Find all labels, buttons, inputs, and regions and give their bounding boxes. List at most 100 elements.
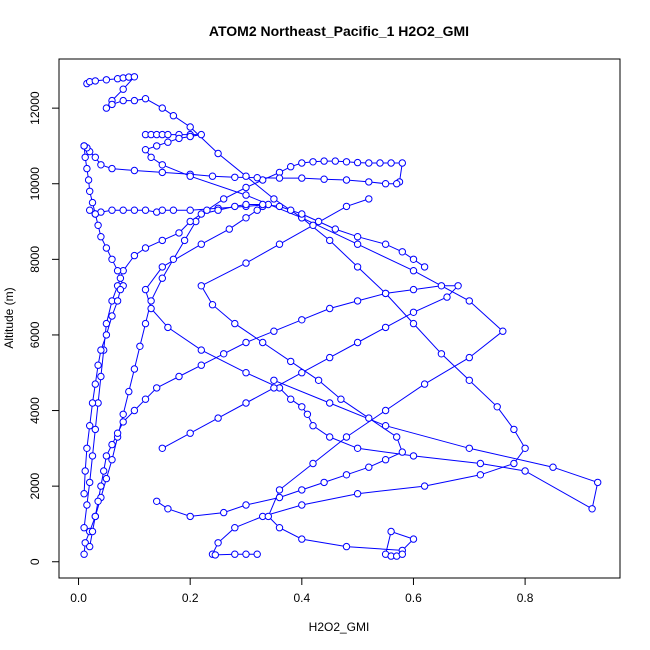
data-point [80, 142, 88, 150]
data-point [253, 174, 261, 182]
data-point [81, 467, 89, 475]
y-tick-label: 4000 [28, 397, 42, 424]
data-point [231, 173, 239, 182]
data-point [91, 512, 100, 521]
data-point [169, 255, 178, 263]
data-point [108, 255, 116, 263]
data-point [116, 285, 125, 294]
data-point [141, 319, 150, 328]
chart-title: ATOM2 Northeast_Pacific_1 H2O2_GMI [209, 23, 469, 39]
data-point [331, 225, 339, 233]
data-point [158, 168, 167, 177]
data-point [186, 132, 194, 141]
data-point [409, 308, 418, 316]
y-tick-label: 2000 [28, 472, 42, 499]
data-point [353, 240, 362, 248]
data-point [102, 331, 111, 339]
data-point [242, 172, 250, 180]
data-point [353, 338, 362, 347]
data-point [387, 527, 395, 536]
data-point [231, 319, 239, 328]
data-point [353, 444, 362, 452]
data-point [214, 206, 222, 214]
y-tick-label: 8000 [28, 246, 42, 273]
data-point [197, 130, 206, 139]
data-point [409, 319, 418, 328]
data-point [102, 452, 111, 460]
data-point [353, 158, 362, 167]
data-point [86, 422, 94, 430]
data-point [97, 482, 105, 490]
data-point [175, 372, 183, 381]
data-point [398, 550, 406, 558]
data-point [130, 206, 139, 214]
data-point [253, 206, 261, 214]
data-point [108, 100, 116, 109]
x-tick-label: 0.0 [70, 591, 87, 605]
data-point [454, 282, 462, 290]
data-point [186, 172, 194, 180]
data-point [164, 323, 172, 332]
data-point [381, 240, 390, 248]
data-point [169, 206, 178, 214]
data-point [242, 191, 250, 199]
data-point [420, 263, 429, 271]
data-point [158, 206, 167, 214]
data-point [326, 353, 334, 362]
data-point [381, 406, 390, 415]
data-point [242, 183, 250, 192]
data-point [102, 474, 111, 483]
data-point [409, 255, 418, 263]
data-point [465, 376, 473, 384]
data-point [197, 210, 206, 218]
data-point [119, 206, 127, 214]
data-point [393, 180, 401, 188]
data-point [83, 501, 91, 509]
data-point [510, 425, 518, 434]
data-point [259, 200, 267, 209]
data-point [91, 380, 100, 388]
data-point [381, 422, 390, 430]
data-point [186, 206, 194, 214]
data-point [231, 550, 239, 558]
data-point [119, 410, 127, 418]
data-point [88, 198, 97, 207]
data-point [337, 395, 345, 403]
data-point [242, 501, 250, 509]
data-point [214, 149, 222, 158]
data-point [443, 293, 451, 301]
data-point [231, 524, 239, 532]
data-point [164, 138, 172, 146]
data-point [147, 297, 155, 305]
data-point [420, 380, 429, 388]
data-point [153, 497, 161, 505]
data-point [208, 172, 217, 180]
data-point [164, 505, 172, 513]
data-point [365, 159, 373, 167]
data-point [270, 384, 278, 392]
data-point [298, 535, 306, 543]
data-point [465, 297, 473, 305]
data-point [125, 387, 133, 396]
data-point [476, 471, 485, 479]
data-point [211, 551, 220, 559]
data-point [287, 206, 295, 214]
data-point [476, 459, 485, 468]
data-point [320, 157, 328, 165]
data-point [231, 202, 239, 211]
data-point [365, 195, 373, 203]
series-line-1 [83, 145, 403, 555]
data-point [130, 166, 139, 175]
data-point [242, 369, 250, 377]
data-point [320, 175, 328, 183]
data-point [113, 297, 122, 305]
data-point [88, 527, 97, 536]
y-tick-label: 12000 [28, 91, 42, 125]
data-point [225, 225, 234, 233]
data-point [298, 486, 306, 494]
y-tick-label: 0 [28, 558, 42, 565]
data-point [353, 263, 362, 271]
data-point [108, 164, 116, 173]
data-point [275, 174, 284, 182]
data-point [465, 353, 473, 362]
